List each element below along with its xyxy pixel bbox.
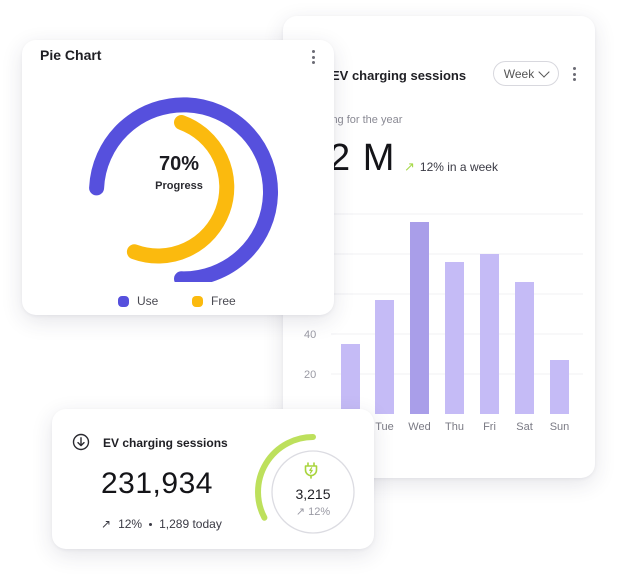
bar-wed[interactable] [410, 222, 429, 414]
x-tick-label-sun: Sun [550, 421, 570, 433]
legend-label-use: Use [137, 294, 159, 308]
bar-sat[interactable] [515, 282, 534, 414]
pie-arc-use [89, 97, 279, 282]
x-tick-label-sat: Sat [516, 421, 533, 433]
bar-card-trend-text: 12% in a week [419, 160, 498, 174]
ev-card-meta: ↗ 12% 1,289 today [101, 517, 222, 531]
ev-card-change: 12% [118, 517, 143, 531]
bar-sun[interactable] [550, 360, 569, 414]
ring-change-text: 12% [308, 506, 331, 518]
pie-chart-card: Pie Chart 70% Progress Use Free [22, 40, 334, 315]
ev-card-today: 1,289 today [159, 517, 222, 531]
progress-label: Progress [155, 180, 203, 192]
bar-fri[interactable] [480, 254, 499, 414]
legend-item-free: Free [192, 294, 236, 308]
x-tick-label-fri: Fri [483, 421, 496, 433]
ring-value: 3,215 [295, 486, 331, 502]
pie-arc-free [126, 115, 235, 264]
progress-percent: 70% [158, 153, 200, 175]
pie-chart [89, 97, 279, 282]
x-tick-label-tue: Tue [375, 421, 394, 433]
legend-swatch-free [192, 295, 203, 307]
x-tick-label-thu: Thu [445, 421, 464, 433]
trend-up-icon: ↗ [295, 506, 306, 518]
pie-card-title: Pie Chart [40, 47, 102, 63]
trend-up-icon: ↗ [404, 159, 415, 174]
more-options-icon[interactable] [312, 50, 316, 64]
separator-dot [149, 522, 153, 526]
bar-partial [341, 344, 360, 414]
bar-card-big-value: 2 M [329, 137, 396, 179]
legend-label-free: Free [211, 294, 236, 308]
bar-tue[interactable] [375, 300, 394, 414]
ring-change: ↗ 12% [278, 505, 348, 518]
bar-card-trend: ↗ 12% in a week [404, 159, 498, 175]
download-circle-icon[interactable] [72, 433, 90, 451]
period-select-value: Week [503, 66, 535, 81]
x-tick-label-wed: Wed [408, 421, 430, 433]
period-select[interactable]: Week [493, 61, 559, 86]
ev-card-title: EV charging sessions [103, 436, 228, 450]
progress-ring [255, 434, 355, 534]
legend-swatch-use [118, 295, 129, 307]
plug-icon [304, 462, 318, 479]
legend-item-use: Use [118, 294, 158, 308]
bar-chart: 20 40 Tue Wed Thu Fri Sat Sun [304, 213, 583, 433]
ev-card-value: 231,934 [101, 467, 213, 500]
bar-thu[interactable] [445, 262, 464, 414]
bar-chart-card: EV charging sessions Week ing for the ye… [283, 16, 595, 478]
bar-card-title: EV charging sessions [331, 68, 467, 83]
y-tick-label: 20 [304, 369, 316, 381]
more-options-icon[interactable] [573, 67, 577, 81]
y-tick-label: 40 [304, 329, 316, 341]
trend-up-icon: ↗ [101, 517, 112, 531]
bar-card-subtitle: ing for the year [329, 114, 403, 126]
chevron-down-icon [538, 65, 550, 78]
ev-sessions-card: EV charging sessions 231,934 ↗ 12% 1,289… [52, 409, 374, 549]
